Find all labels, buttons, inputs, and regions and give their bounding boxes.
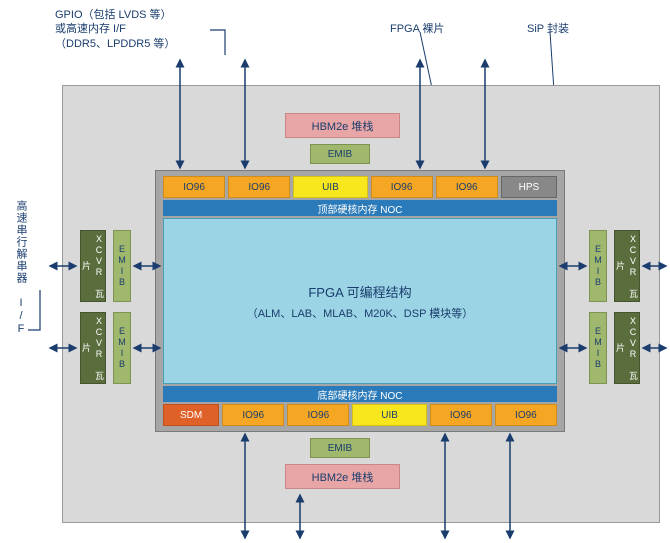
arrows-layer (0, 0, 670, 543)
